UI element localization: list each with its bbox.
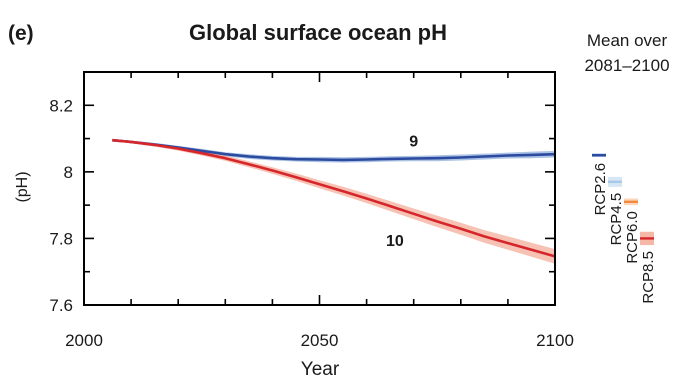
mean-over-title-line1: Mean over: [587, 31, 668, 50]
line-rcp85: [112, 138, 556, 258]
y-tick-label: 8.2: [49, 96, 73, 115]
count-label-rcp85: 10: [386, 233, 404, 250]
x-tick-label: 2000: [65, 331, 103, 350]
chart-title: Global surface ocean pH: [189, 20, 447, 45]
x-tick-label: 2100: [536, 331, 574, 350]
plot-frame: [83, 71, 556, 306]
panel-label: (e): [8, 22, 34, 45]
mean-over-title-line2: 2081–2100: [584, 56, 669, 75]
y-tick-label: 7.8: [49, 229, 73, 248]
x-axis-label: Year: [301, 359, 340, 380]
x-tick-label: 2050: [301, 331, 339, 350]
mean-label-rcp45: RCP4.5: [608, 193, 625, 246]
band-rcp26: [112, 138, 556, 163]
mean-label-rcp26: RCP2.6: [592, 163, 609, 216]
y-axis-label: (pH): [14, 171, 31, 202]
y-tick-label: 7.6: [49, 296, 73, 315]
count-label-rcp26: 9: [409, 134, 418, 151]
y-tick-label: 8: [64, 163, 73, 182]
mean-label-rcp60: RCP6.0: [624, 211, 641, 264]
plot-area: 9 10: [112, 134, 556, 264]
mean-label-rcp85: RCP8.5: [640, 251, 657, 304]
axis-ticks: 2000 2050 2100 7.6 7.8 8 8.2: [49, 71, 574, 350]
